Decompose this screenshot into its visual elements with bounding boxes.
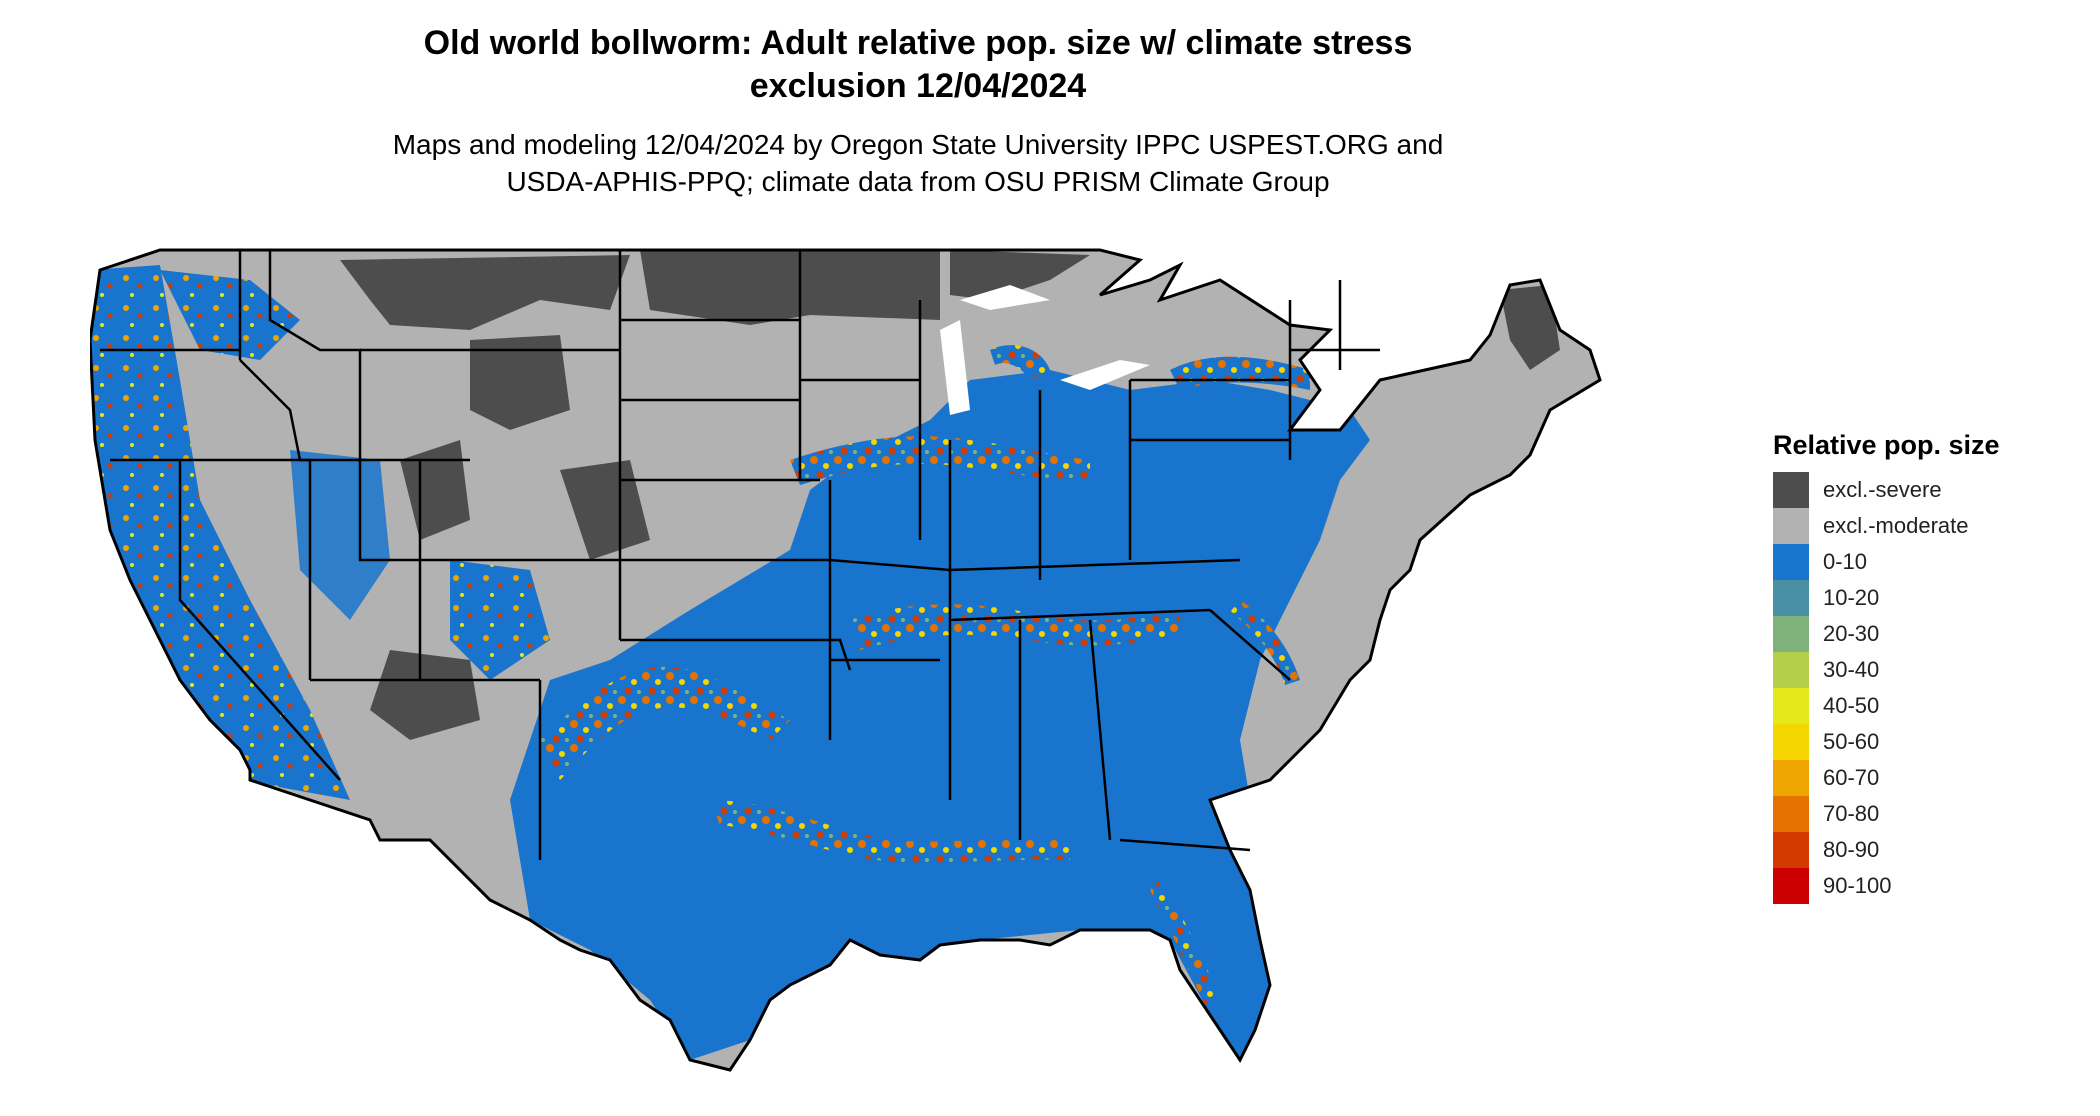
legend-item: excl.-moderate xyxy=(1773,508,2093,544)
lake-superior xyxy=(960,285,1050,310)
zone-severe-wyoming xyxy=(470,335,570,430)
zone-hot-carolinas xyxy=(1230,600,1300,685)
legend-swatch xyxy=(1773,832,1809,868)
legend-swatch xyxy=(1773,544,1809,580)
border-tn-south xyxy=(949,608,1211,622)
zone-hot-michigan xyxy=(990,345,1050,380)
zone-great-basin-blue xyxy=(290,450,390,620)
legend-item: 70-80 xyxy=(1773,796,2093,832)
legend-swatch xyxy=(1773,652,1809,688)
legend-item: 80-90 xyxy=(1773,832,2093,868)
legend-item: excl.-severe xyxy=(1773,472,2093,508)
us-map xyxy=(90,240,1770,1115)
border-nc-sc xyxy=(1209,609,1291,681)
legend-item: 10-20 xyxy=(1773,580,2093,616)
zone-severe-idaho-nevada xyxy=(400,440,470,540)
us-map-svg xyxy=(90,248,1602,1072)
subtitle-line-2: USDA-APHIS-PPQ; climate data from OSU PR… xyxy=(506,166,1330,197)
legend-items: excl.-severe excl.-moderate 0-10 10-20 20-30… xyxy=(1773,472,2093,904)
legend-label: 30-40 xyxy=(1823,657,1880,682)
legend-item: 0-10 xyxy=(1773,544,2093,580)
legend-item: 90-100 xyxy=(1773,868,2093,904)
legend-label: 80-90 xyxy=(1823,837,1880,862)
legend-swatch xyxy=(1773,760,1809,796)
zone-severe-southwest xyxy=(370,650,480,740)
zone-hot-new-york xyxy=(1170,356,1310,390)
lake-michigan xyxy=(940,320,970,415)
zone-arizona-blue xyxy=(450,560,550,680)
legend-item: 40-50 xyxy=(1773,688,2093,724)
legend-label: excl.-moderate xyxy=(1823,513,1969,538)
border-al-ga xyxy=(1088,619,1112,841)
legend-item: 30-40 xyxy=(1773,652,2093,688)
zone-pacific-northwest xyxy=(160,270,300,360)
zone-hot-texas-oklahoma xyxy=(540,666,790,780)
zone-hot-florida xyxy=(1150,880,1220,1005)
border-tn-ky xyxy=(949,558,1241,572)
legend-label: 40-50 xyxy=(1823,693,1880,718)
border-ga-fl xyxy=(1119,838,1251,852)
legend-swatch xyxy=(1773,580,1809,616)
legend-item: 50-60 xyxy=(1773,724,2093,760)
subtitle-line-1: Maps and modeling 12/04/2024 by Oregon S… xyxy=(392,129,1444,160)
legend-label: 0-10 xyxy=(1823,549,1868,574)
legend-item: 60-70 xyxy=(1773,760,2093,796)
zone-severe-north-dakota xyxy=(640,250,940,325)
legend-swatch xyxy=(1773,508,1809,544)
title-line-2: exclusion 12/04/2024 xyxy=(749,67,1087,105)
legend-swatch xyxy=(1773,472,1809,508)
state-borders xyxy=(100,250,1380,860)
border-wy-co xyxy=(358,460,420,562)
legend-label: 50-60 xyxy=(1823,729,1880,754)
legend-label: excl.-severe xyxy=(1823,477,1942,502)
legend-label: 70-80 xyxy=(1823,801,1880,826)
zone-severe-maine xyxy=(1500,285,1560,370)
zone-severe-montana xyxy=(340,255,630,330)
legend-item: 20-30 xyxy=(1773,616,2093,652)
legend-swatch xyxy=(1773,796,1809,832)
legend: Relative pop. size excl.-severe excl.-mod… xyxy=(1773,428,2093,904)
zone-hot-gulf-coast xyxy=(710,800,1070,863)
zone-hot-deep-south xyxy=(850,604,1180,650)
map-title: Old world bollworm: Adult relative pop. … xyxy=(0,22,1836,108)
legend-swatch xyxy=(1773,724,1809,760)
legend-label: 60-70 xyxy=(1823,765,1880,790)
legend-title: Relative pop. size xyxy=(1773,430,2000,460)
border-mo-ar xyxy=(829,558,951,572)
border-id-mt xyxy=(268,250,362,460)
legend-label: 20-30 xyxy=(1823,621,1880,646)
legend-swatch xyxy=(1773,688,1809,724)
zone-pacific-coast xyxy=(90,265,350,800)
zone-severe-colorado xyxy=(560,460,650,560)
climate-zones xyxy=(90,250,1600,1070)
legend-swatch xyxy=(1773,868,1809,904)
zone-severe-minnesota xyxy=(950,250,1090,300)
legend-swatch xyxy=(1773,616,1809,652)
legend-label: 10-20 xyxy=(1823,585,1880,610)
zone-hot-midwest-band xyxy=(790,436,1090,485)
map-subtitle: Maps and modeling 12/04/2024 by Oregon S… xyxy=(0,126,1836,200)
title-line-1: Old world bollworm: Adult relative pop. … xyxy=(423,24,1413,62)
border-id-or xyxy=(239,359,302,461)
lake-erie xyxy=(1060,360,1150,390)
legend-label: 90-100 xyxy=(1823,873,1892,898)
border-ca-nv xyxy=(178,460,341,781)
